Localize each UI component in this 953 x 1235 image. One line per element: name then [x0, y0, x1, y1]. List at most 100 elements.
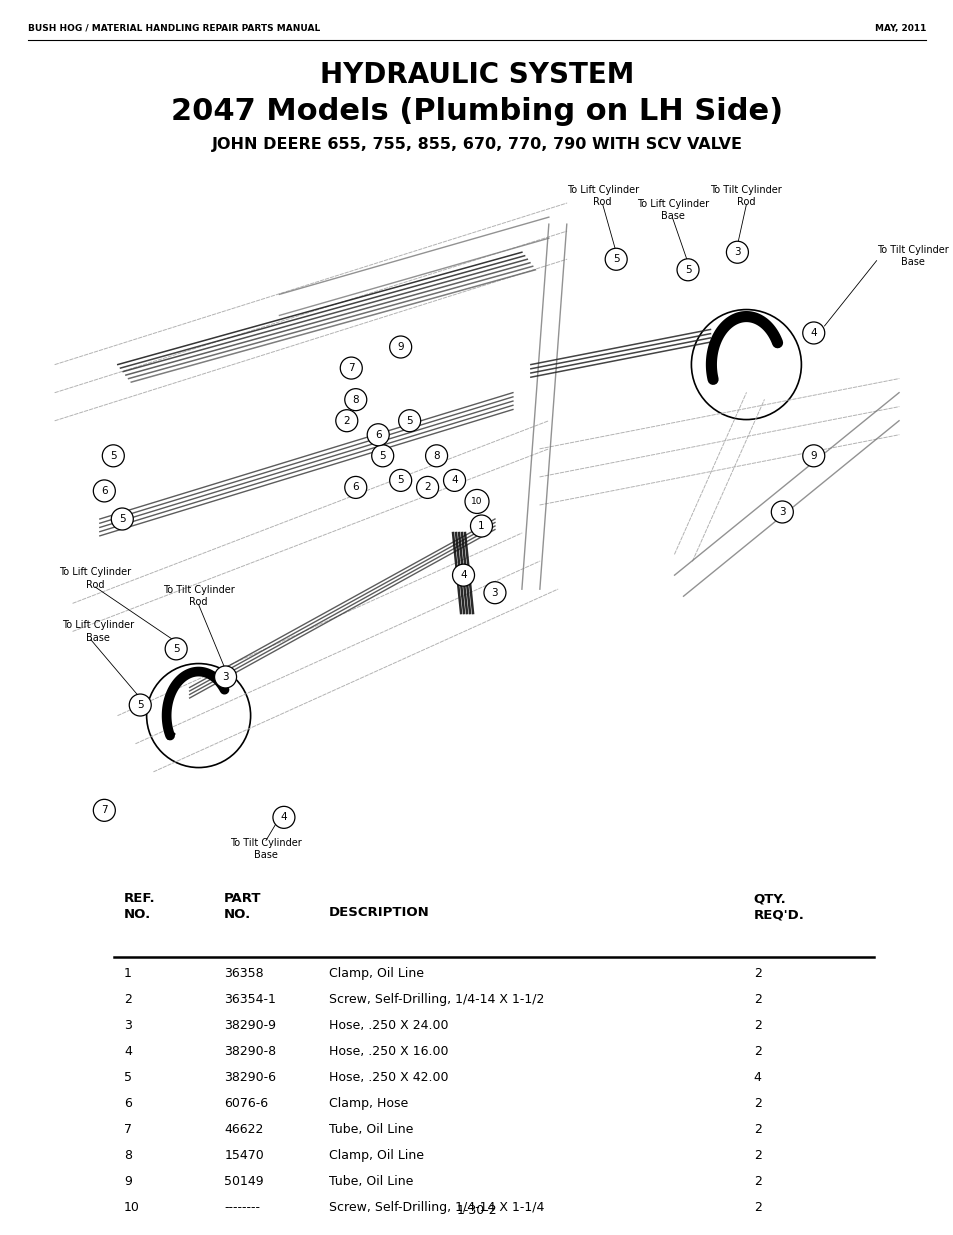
Text: REQ'D.: REQ'D.	[753, 908, 803, 921]
Circle shape	[604, 248, 626, 270]
Text: 3: 3	[222, 672, 229, 682]
Text: Clamp, Oil Line: Clamp, Oil Line	[329, 967, 424, 981]
Text: To Tilt Cylinder
Base: To Tilt Cylinder Base	[230, 837, 301, 860]
Text: Hose, .250 X 24.00: Hose, .250 X 24.00	[329, 1019, 448, 1032]
Text: 5: 5	[612, 254, 618, 264]
Text: 5: 5	[124, 1072, 132, 1084]
Text: 6: 6	[352, 483, 358, 493]
Circle shape	[344, 477, 366, 499]
Circle shape	[801, 322, 824, 345]
Text: 2: 2	[753, 1150, 760, 1162]
Text: 7: 7	[124, 1124, 132, 1136]
Circle shape	[443, 469, 465, 492]
Circle shape	[129, 694, 152, 716]
Text: 9: 9	[397, 342, 403, 352]
Text: 3: 3	[734, 247, 740, 257]
Text: MAY, 2011: MAY, 2011	[874, 23, 925, 32]
Text: Clamp, Oil Line: Clamp, Oil Line	[329, 1150, 424, 1162]
Text: To Lift Cylinder
Base: To Lift Cylinder Base	[636, 199, 708, 221]
Text: Tube, Oil Line: Tube, Oil Line	[329, 1176, 413, 1188]
Circle shape	[470, 515, 492, 537]
Text: Screw, Self-Drilling, 1/4-14 X 1-1/4: Screw, Self-Drilling, 1/4-14 X 1-1/4	[329, 1202, 544, 1214]
Text: Clamp, Hose: Clamp, Hose	[329, 1098, 408, 1110]
Text: 2: 2	[753, 1124, 760, 1136]
Text: 2: 2	[753, 1019, 760, 1032]
Circle shape	[367, 424, 389, 446]
Text: 7: 7	[101, 805, 108, 815]
Text: 3: 3	[779, 508, 785, 517]
Circle shape	[677, 259, 699, 280]
Text: 2: 2	[343, 416, 350, 426]
Text: To Lift Cylinder
Rod: To Lift Cylinder Rod	[59, 567, 132, 590]
Text: 5: 5	[137, 700, 143, 710]
Text: BUSH HOG / MATERIAL HANDLING REPAIR PARTS MANUAL: BUSH HOG / MATERIAL HANDLING REPAIR PART…	[28, 23, 320, 32]
Text: 4: 4	[459, 571, 466, 580]
Text: 6076-6: 6076-6	[224, 1098, 268, 1110]
Circle shape	[102, 445, 124, 467]
Text: 6: 6	[101, 485, 108, 496]
Text: 5: 5	[684, 264, 691, 275]
Text: 46622: 46622	[224, 1124, 263, 1136]
Text: Screw, Self-Drilling, 1/4-14 X 1-1/2: Screw, Self-Drilling, 1/4-14 X 1-1/2	[329, 993, 544, 1007]
Text: To Tilt Cylinder
Base: To Tilt Cylinder Base	[876, 245, 947, 267]
Text: 2: 2	[753, 1045, 760, 1058]
Circle shape	[273, 806, 294, 829]
Text: 2: 2	[753, 1176, 760, 1188]
Text: 5: 5	[379, 451, 386, 461]
Text: 38290-6: 38290-6	[224, 1072, 276, 1084]
Circle shape	[416, 477, 438, 499]
Text: 38290-8: 38290-8	[224, 1045, 276, 1058]
Text: 8: 8	[433, 451, 439, 461]
Text: HYDRAULIC SYSTEM: HYDRAULIC SYSTEM	[319, 61, 634, 89]
Circle shape	[389, 336, 412, 358]
Text: Hose, .250 X 16.00: Hose, .250 X 16.00	[329, 1045, 448, 1058]
Circle shape	[165, 637, 187, 659]
Text: 2: 2	[753, 1202, 760, 1214]
Text: 10: 10	[471, 496, 482, 506]
Text: 3: 3	[491, 588, 497, 598]
Text: 7: 7	[348, 363, 355, 373]
Circle shape	[372, 445, 394, 467]
Text: 5: 5	[172, 643, 179, 653]
Text: To Tilt Cylinder
Rod: To Tilt Cylinder Rod	[710, 185, 781, 207]
Text: 5: 5	[406, 416, 413, 426]
Text: 4: 4	[753, 1072, 760, 1084]
Circle shape	[93, 799, 115, 821]
Text: 2: 2	[753, 1098, 760, 1110]
Text: 3: 3	[124, 1019, 132, 1032]
Circle shape	[344, 389, 366, 411]
Text: 1-30-2: 1-30-2	[456, 1203, 497, 1216]
Text: --------: --------	[224, 1202, 260, 1214]
Text: To Lift Cylinder
Rod: To Lift Cylinder Rod	[566, 185, 639, 207]
Text: 1: 1	[124, 967, 132, 981]
Text: 4: 4	[124, 1045, 132, 1058]
Text: REF.: REF.	[124, 892, 155, 905]
Text: To Tilt Cylinder
Rod: To Tilt Cylinder Rod	[163, 585, 234, 608]
Circle shape	[452, 564, 474, 587]
Circle shape	[464, 489, 489, 514]
Text: 1: 1	[477, 521, 484, 531]
Text: 2: 2	[753, 993, 760, 1007]
Circle shape	[93, 480, 115, 501]
Text: 4: 4	[280, 813, 287, 823]
Text: QTY.: QTY.	[753, 892, 785, 905]
Text: 6: 6	[375, 430, 381, 440]
Text: 5: 5	[110, 451, 116, 461]
Circle shape	[425, 445, 447, 467]
Circle shape	[771, 501, 793, 522]
Text: 2: 2	[753, 967, 760, 981]
Text: 38290-9: 38290-9	[224, 1019, 276, 1032]
Text: DESCRIPTION: DESCRIPTION	[329, 906, 430, 920]
Text: 2: 2	[124, 993, 132, 1007]
Text: 5: 5	[397, 475, 403, 485]
Text: 50149: 50149	[224, 1176, 264, 1188]
Text: JOHN DEERE 655, 755, 855, 670, 770, 790 WITH SCV VALVE: JOHN DEERE 655, 755, 855, 670, 770, 790 …	[212, 137, 741, 152]
Text: 36354-1: 36354-1	[224, 993, 275, 1007]
Circle shape	[389, 469, 412, 492]
Text: Hose, .250 X 42.00: Hose, .250 X 42.00	[329, 1072, 448, 1084]
Text: 8: 8	[124, 1150, 132, 1162]
Text: To Lift Cylinder
Base: To Lift Cylinder Base	[62, 620, 134, 642]
Circle shape	[214, 666, 236, 688]
Text: 15470: 15470	[224, 1150, 264, 1162]
Circle shape	[112, 508, 133, 530]
